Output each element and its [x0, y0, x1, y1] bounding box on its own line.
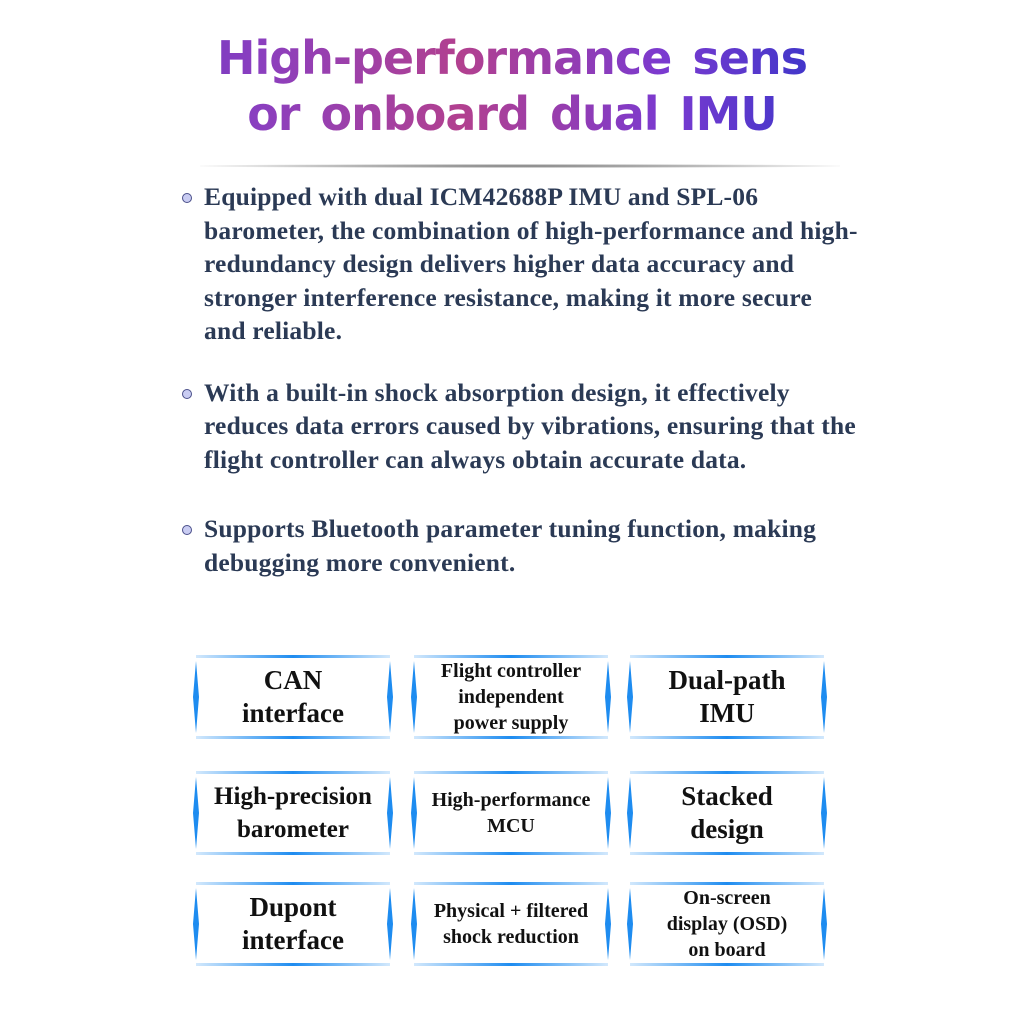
feature-label: Physical + filtered: [433, 900, 589, 922]
feature-label: on board: [688, 939, 766, 961]
feature-box-can: CAN interface: [193, 655, 393, 739]
feature-label: display (OSD): [666, 913, 788, 935]
feature-label: Stacked: [681, 781, 773, 811]
feature-box-imu: Dual-path IMU: [627, 655, 827, 739]
border-accent: [627, 888, 633, 960]
bullet-item: Equipped with dual ICM42688P IMU and SPL…: [180, 180, 860, 348]
circle-bullet-icon: [182, 193, 192, 203]
feature-box-osd: On-screen display (OSD) on board: [627, 882, 827, 966]
feature-label: design: [690, 814, 764, 844]
border-accent: [193, 888, 199, 960]
border-accent: [387, 777, 393, 849]
border-accent: [193, 661, 199, 733]
feature-label: Dual-path: [668, 665, 786, 695]
feature-label: shock reduction: [443, 926, 579, 948]
headline-line-2: or onboard dual IMU: [247, 87, 777, 141]
feature-label: interface: [242, 698, 344, 728]
border-accent: [605, 661, 611, 733]
feature-box-power: Flight controller independent power supply: [411, 655, 611, 739]
feature-label: barometer: [236, 816, 349, 843]
feature-box-dupont: Dupont interface: [193, 882, 393, 966]
border-accent: [821, 661, 827, 733]
border-accent: [627, 661, 633, 733]
border-accent: [387, 888, 393, 960]
feature-box-barometer: High-precision barometer: [193, 771, 393, 855]
bullet-item: With a built-in shock absorption design,…: [180, 376, 860, 477]
border-accent: [627, 777, 633, 849]
feature-label: MCU: [487, 815, 535, 837]
feature-label: On-screen: [683, 887, 771, 909]
circle-bullet-icon: [182, 525, 192, 535]
border-accent: [193, 777, 199, 849]
feature-label: interface: [242, 925, 344, 955]
bullet-text: Supports Bluetooth parameter tuning func…: [204, 514, 817, 577]
feature-box-mcu: High-performance MCU: [411, 771, 611, 855]
feature-label: IMU: [699, 698, 755, 728]
bullet-text: With a built-in shock absorption design,…: [204, 377, 856, 474]
border-accent: [411, 661, 417, 733]
headline: High-performance sens or onboard dual IM…: [0, 30, 1024, 142]
feature-label: High-precision: [214, 783, 372, 810]
feature-label: independent: [458, 686, 564, 708]
border-accent: [821, 777, 827, 849]
bullet-item: Supports Bluetooth parameter tuning func…: [180, 512, 860, 579]
feature-box-stacked: Stacked design: [627, 771, 827, 855]
divider: [200, 164, 840, 168]
feature-bullets: Equipped with dual ICM42688P IMU and SPL…: [180, 180, 860, 579]
bullet-text: Equipped with dual ICM42688P IMU and SPL…: [204, 182, 858, 345]
border-accent: [821, 888, 827, 960]
border-accent: [387, 661, 393, 733]
feature-label: Dupont: [249, 892, 337, 922]
headline-line-1: High-performance sens: [216, 31, 808, 85]
border-accent: [411, 777, 417, 849]
border-accent: [411, 888, 417, 960]
feature-label: High-performance: [431, 789, 591, 811]
border-accent: [605, 777, 611, 849]
feature-label: Flight controller: [440, 660, 582, 682]
circle-bullet-icon: [182, 388, 192, 399]
feature-label: power supply: [453, 712, 569, 734]
feature-box-shock: Physical + filtered shock reduction: [411, 882, 611, 966]
border-accent: [605, 888, 611, 960]
feature-label: CAN: [263, 665, 323, 695]
